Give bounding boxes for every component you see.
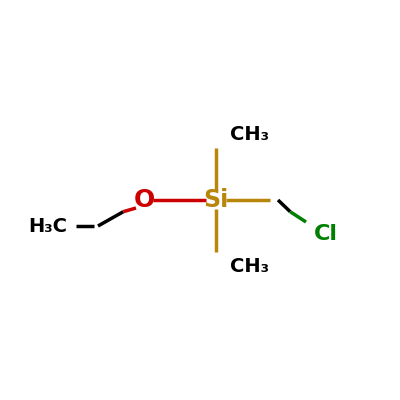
Text: Si: Si (203, 188, 229, 212)
Text: Cl: Cl (314, 224, 338, 244)
Text: H₃C: H₃C (28, 216, 67, 236)
Text: O: O (133, 188, 155, 212)
Text: CH₃: CH₃ (230, 124, 269, 144)
Text: CH₃: CH₃ (230, 256, 269, 276)
